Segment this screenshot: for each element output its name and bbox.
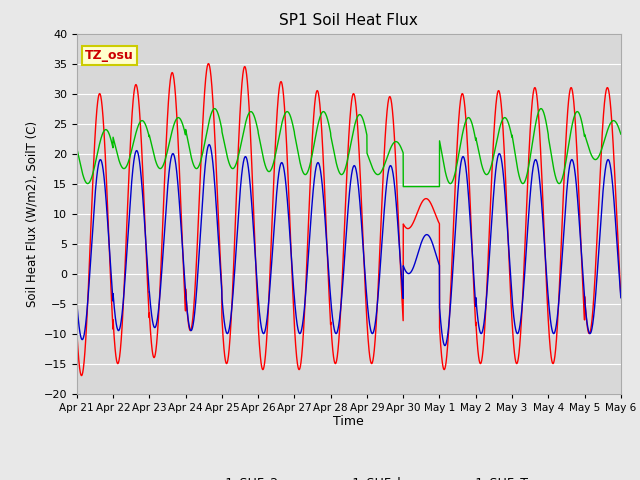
sp1_SHF_T <box>588 154 596 159</box>
Text: TZ_osu: TZ_osu <box>85 49 134 62</box>
sp1_SHF_T <box>282 110 289 116</box>
sp1_SHF_l <box>205 142 213 147</box>
sp1_SHF_2 <box>617 292 625 298</box>
sp1_SHF_2 <box>77 372 85 378</box>
sp1_SHF_l <box>73 300 81 305</box>
Y-axis label: Soil Heat Flux (W/m2), SoilT (C): Soil Heat Flux (W/m2), SoilT (C) <box>25 120 38 307</box>
sp1_SHF_2 <box>564 102 572 108</box>
sp1_SHF_T <box>73 145 81 151</box>
sp1_SHF_2 <box>205 61 212 67</box>
sp1_SHF_2 <box>588 315 596 321</box>
sp1_SHF_l <box>564 173 572 179</box>
sp1_SHF_l <box>138 182 146 188</box>
sp1_SHF_l <box>617 295 625 300</box>
sp1_SHF_T <box>537 106 545 111</box>
Line: sp1_SHF_2: sp1_SHF_2 <box>77 64 621 375</box>
sp1_SHF_2 <box>138 152 146 157</box>
Legend: sp1_SHF_2, sp1_SHF_l, sp1_SHF_T: sp1_SHF_2, sp1_SHF_l, sp1_SHF_T <box>164 472 533 480</box>
sp1_SHF_l <box>588 324 596 330</box>
sp1_SHF_T <box>413 184 421 190</box>
sp1_SHF_T <box>617 131 625 137</box>
sp1_SHF_T <box>567 130 575 135</box>
Line: sp1_SHF_T: sp1_SHF_T <box>77 108 621 187</box>
sp1_SHF_2 <box>567 85 575 91</box>
X-axis label: Time: Time <box>333 415 364 429</box>
Title: SP1 Soil Heat Flux: SP1 Soil Heat Flux <box>280 13 418 28</box>
sp1_SHF_T <box>399 184 407 190</box>
sp1_SHF_l <box>413 252 421 258</box>
sp1_SHF_2 <box>413 210 421 216</box>
sp1_SHF_2 <box>282 119 289 124</box>
sp1_SHF_T <box>564 145 572 151</box>
sp1_SHF_l <box>567 158 575 164</box>
sp1_SHF_l <box>441 343 449 348</box>
sp1_SHF_l <box>282 175 289 181</box>
Line: sp1_SHF_l: sp1_SHF_l <box>77 144 621 346</box>
sp1_SHF_T <box>138 118 146 123</box>
sp1_SHF_2 <box>73 328 81 334</box>
